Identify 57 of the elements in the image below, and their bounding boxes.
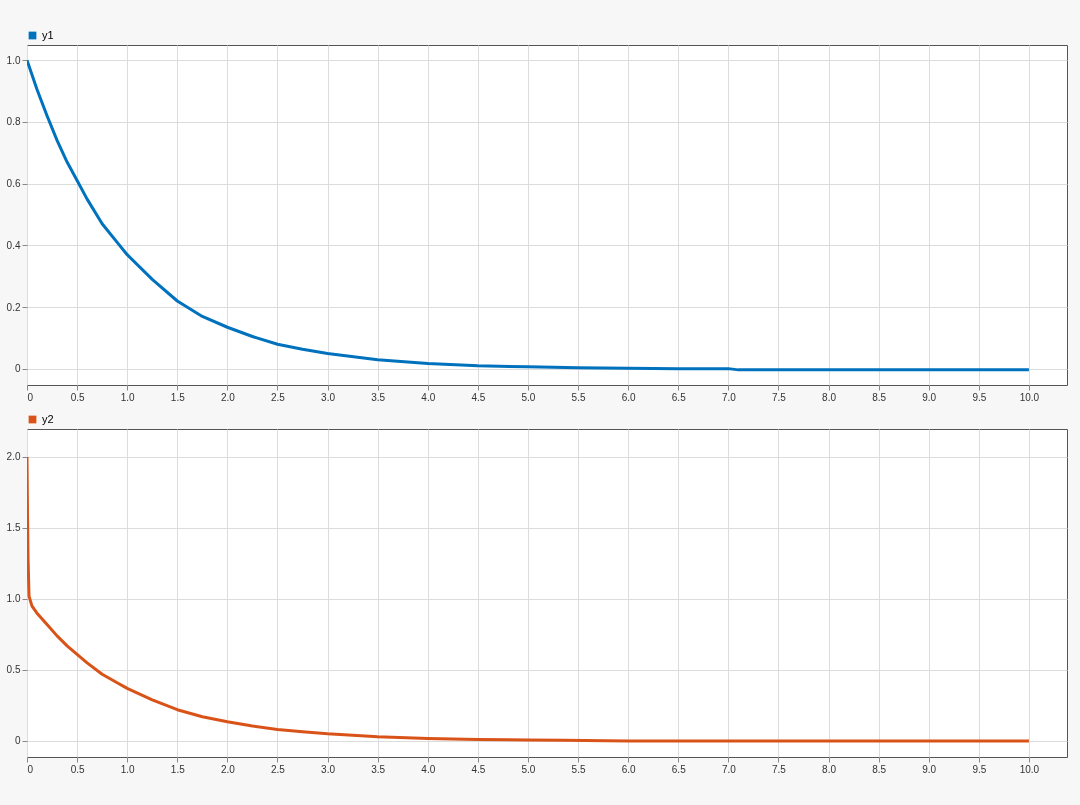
x-tick-label: 6.5	[671, 763, 687, 775]
x-tick-label: 10.0	[1019, 391, 1040, 403]
y-tick-label: 1.0	[6, 54, 21, 66]
x-tick-label: 9.0	[922, 763, 937, 775]
x-tick-label: 5.0	[521, 391, 536, 403]
x-tick-label: 7.0	[721, 391, 737, 403]
x-tick-label: 3.5	[371, 391, 386, 403]
x-tick-label: 1.0	[120, 391, 136, 403]
x-tick-label: 4.5	[471, 763, 486, 775]
x-tick-label: 1.0	[120, 763, 136, 775]
x-tick-label: 1.5	[170, 763, 186, 775]
x-tick-label: 1.5	[170, 391, 186, 403]
x-tick-label: 8.0	[822, 763, 837, 775]
x-tick-label: 7.5	[771, 391, 787, 403]
x-tick-label: 0.5	[70, 391, 85, 403]
x-tick-label: 3.0	[321, 391, 336, 403]
line-series	[27, 455, 1031, 743]
x-tick-label: 2.5	[271, 391, 286, 403]
x-tick-label: 4.5	[471, 391, 486, 403]
x-tick-label: 2.5	[271, 763, 286, 775]
x-tick-label: 5.0	[521, 763, 536, 775]
x-tick-label: 0	[27, 763, 34, 775]
line-series	[27, 58, 1031, 372]
y-tick-label: 0.4	[6, 239, 21, 251]
x-tick-label: 6.5	[671, 391, 687, 403]
y-tick-label: 0	[14, 363, 21, 375]
x-tick-label: 3.5	[371, 763, 386, 775]
y-tick-label: 1.0	[6, 593, 21, 605]
x-tick-label: 9.5	[972, 391, 987, 403]
x-tick-label: 5.5	[571, 391, 586, 403]
y-tick-label: 2.0	[6, 451, 21, 463]
x-tick-label: 9.0	[922, 391, 937, 403]
x-tick-label: 2.0	[220, 391, 236, 403]
x-tick-label: 2.0	[220, 763, 236, 775]
x-tick-label: 8.5	[872, 391, 887, 403]
x-tick-label: 10.0	[1019, 763, 1040, 775]
x-tick-label: 3.0	[321, 763, 336, 775]
x-tick-label: 4.0	[421, 763, 436, 775]
x-tick-label: 6.0	[621, 391, 637, 403]
x-tick-label: 5.5	[571, 763, 586, 775]
legend-label: y1	[42, 28, 54, 41]
y-tick-label: 0.8	[6, 116, 21, 128]
x-tick-label: 7.5	[771, 763, 787, 775]
x-tick-label: 0	[27, 391, 34, 403]
y-tick-label: 0.5	[6, 664, 21, 676]
x-tick-label: 6.0	[621, 763, 637, 775]
x-tick-label: 8.0	[822, 391, 837, 403]
y-tick-label: 1.5	[6, 522, 21, 534]
y-tick-label: 0	[14, 735, 21, 747]
y-tick-label: 0.2	[6, 301, 21, 313]
legend-label: y2	[42, 412, 54, 425]
x-tick-label: 4.0	[421, 391, 436, 403]
x-tick-label: 0.5	[70, 763, 85, 775]
x-tick-label: 7.0	[721, 763, 737, 775]
x-tick-label: 8.5	[872, 763, 887, 775]
x-tick-label: 9.5	[972, 763, 987, 775]
y-tick-label: 0.6	[6, 178, 21, 190]
